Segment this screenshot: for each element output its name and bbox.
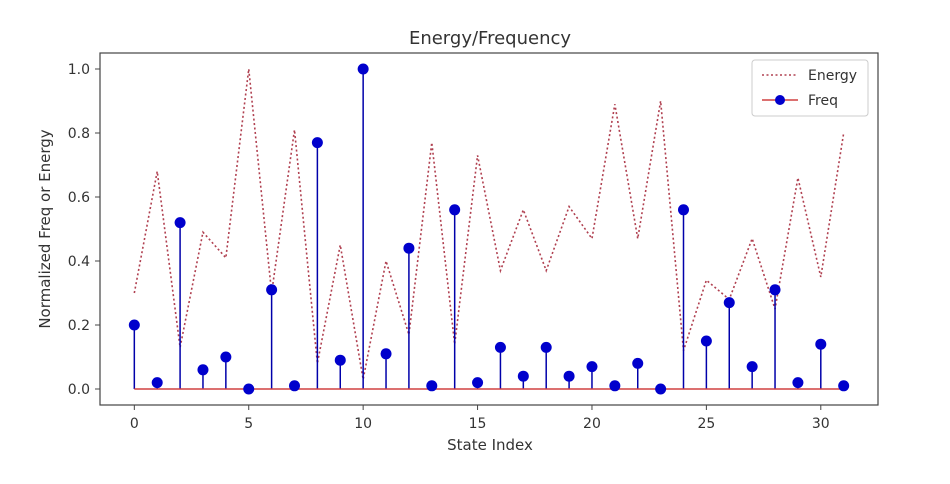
freq-marker (563, 370, 575, 382)
freq-marker (403, 242, 415, 254)
freq-marker (289, 380, 300, 392)
x-tick-label: 5 (244, 416, 253, 432)
freq-marker (723, 297, 735, 309)
freq-marker (494, 341, 506, 353)
axes-ticks: 0 5 10 15 20 25 30 0.0 0.2 0.4 0.6 0.8 1.0 (68, 62, 830, 432)
legend-freq-label: Freq (808, 93, 838, 109)
x-axis-label: State Index (447, 436, 533, 454)
freq-marker (243, 383, 255, 395)
x-tick-label: 0 (130, 416, 139, 432)
x-tick-label: 10 (354, 416, 372, 432)
y-tick-label: 0.2 (68, 318, 90, 334)
y-axis-label: Normalized Freq or Energy (36, 129, 54, 328)
freq-marker (197, 364, 209, 376)
freq-marker (174, 217, 186, 229)
freq-marker (128, 319, 140, 331)
energy-series (133, 68, 845, 380)
freq-marker (426, 380, 438, 392)
chart-title: Energy/Frequency (409, 28, 571, 49)
freq-marker (838, 380, 850, 392)
freq-marker (472, 377, 484, 389)
freq-marker (746, 361, 758, 373)
x-tick-label: 20 (583, 416, 601, 432)
freq-marker (769, 284, 781, 296)
x-tick-label: 25 (697, 416, 715, 432)
y-tick-label: 0.0 (68, 382, 90, 398)
y-tick-label: 1.0 (68, 62, 90, 78)
freq-marker (266, 284, 278, 296)
freq-marker (586, 361, 598, 373)
freq-marker (517, 370, 529, 382)
freq-marker (609, 380, 621, 392)
freq-marker (792, 377, 804, 389)
legend: Energy Freq (751, 59, 869, 117)
freq-marker (357, 63, 369, 75)
freq-marker (655, 383, 667, 395)
legend-freq-marker (775, 95, 785, 105)
y-tick-label: 0.4 (68, 254, 90, 270)
freq-series (128, 63, 850, 395)
energy-line (133, 68, 845, 380)
y-tick-label: 0.6 (68, 190, 90, 206)
freq-marker (700, 335, 712, 347)
freq-marker (220, 351, 232, 363)
freq-marker (449, 204, 461, 216)
freq-marker (334, 354, 346, 366)
freq-marker (815, 338, 827, 350)
freq-marker (632, 357, 644, 369)
freq-marker (151, 377, 163, 389)
x-tick-label: 15 (469, 416, 487, 432)
freq-marker (540, 341, 552, 353)
freq-marker (380, 348, 392, 360)
y-tick-label: 0.8 (68, 126, 90, 142)
freq-marker (311, 137, 323, 149)
freq-marker (678, 204, 689, 216)
plot-area-frame (99, 52, 879, 406)
legend-energy-label: Energy (808, 68, 857, 84)
x-tick-label: 30 (812, 416, 830, 432)
